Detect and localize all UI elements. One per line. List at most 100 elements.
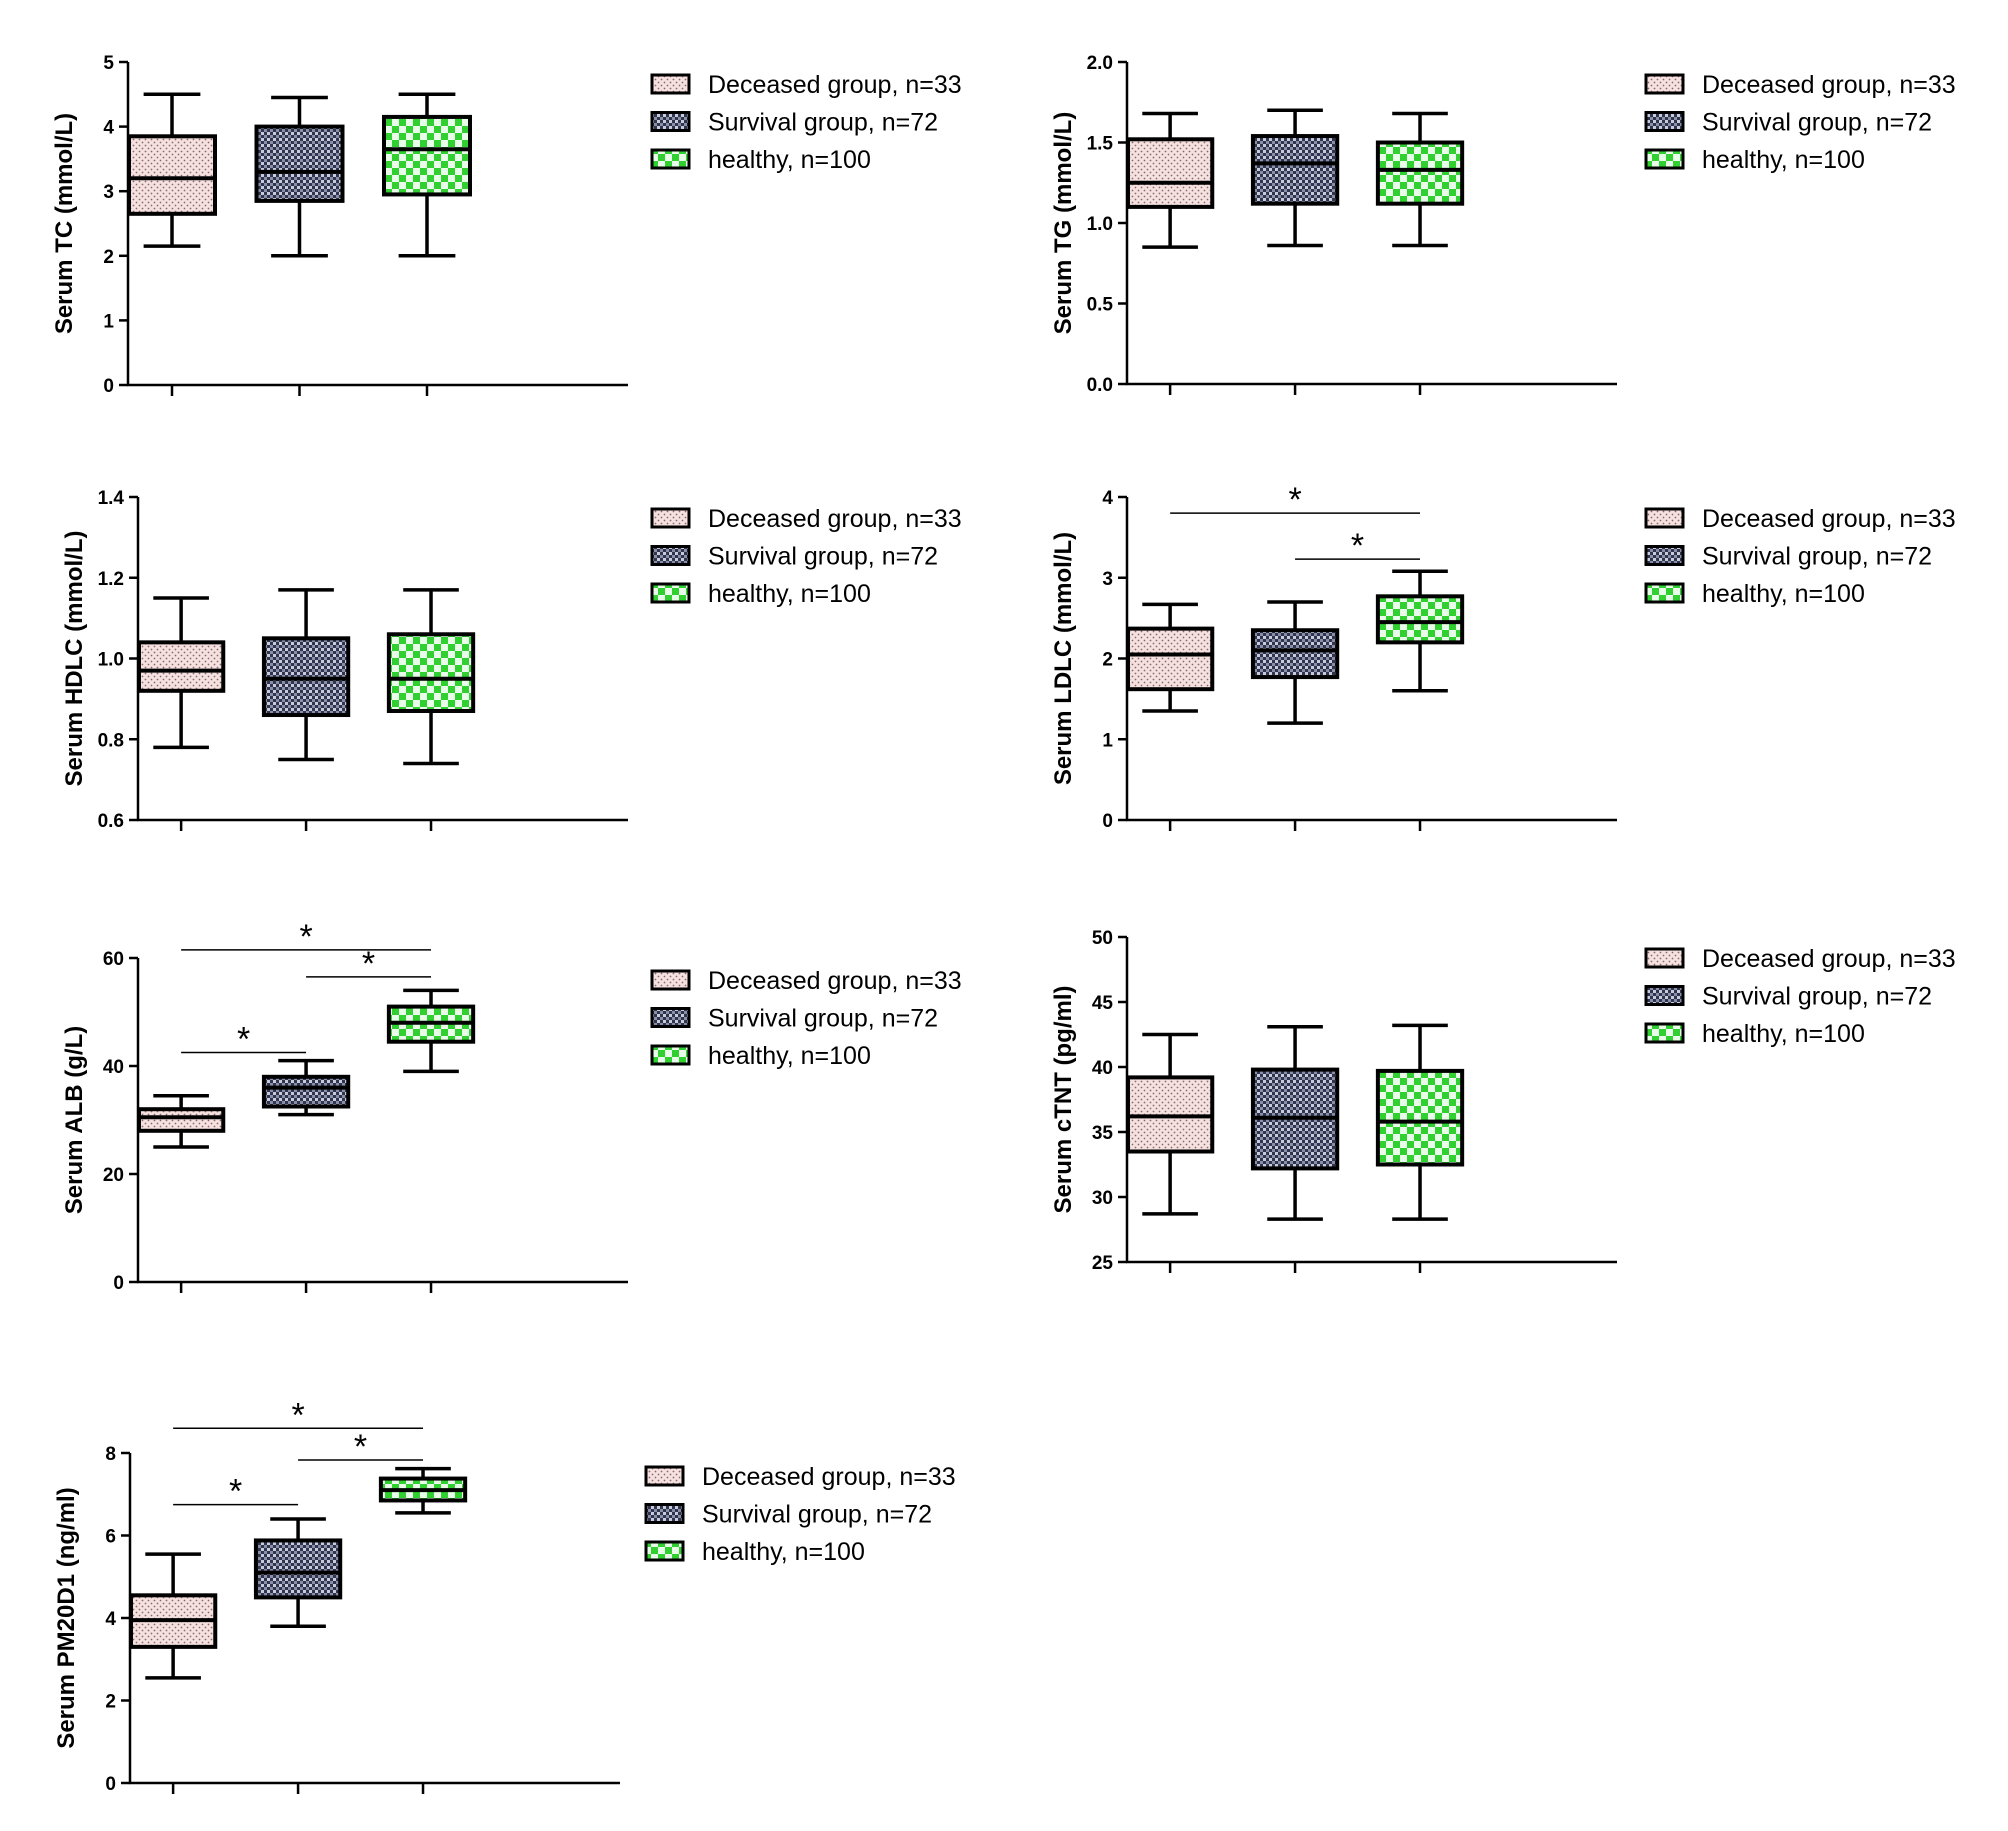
box-iqr bbox=[1125, 626, 1215, 692]
box-group-1 bbox=[136, 596, 226, 750]
y-axis-title: Serum ALB (g/L) bbox=[61, 1026, 88, 1214]
legend-swatch bbox=[1644, 111, 1685, 132]
legend-label: Deceased group, n=33 bbox=[708, 71, 962, 99]
legend-label: healthy, n=100 bbox=[708, 580, 871, 608]
significance-asterisk: * bbox=[362, 945, 375, 983]
legend-label: healthy, n=100 bbox=[1702, 1020, 1865, 1048]
legend-swatch bbox=[1644, 73, 1685, 95]
box-group-3 bbox=[1375, 1023, 1465, 1221]
legend: Deceased group, n=33 Survival group, n=72… bbox=[1644, 71, 1956, 174]
box-group-1 bbox=[127, 92, 217, 248]
legend-label: healthy, n=100 bbox=[1702, 580, 1865, 608]
legend-label: Deceased group, n=33 bbox=[1702, 505, 1956, 533]
legend-label: healthy, n=100 bbox=[1702, 146, 1865, 174]
box-group-1 bbox=[1125, 1032, 1215, 1216]
legend-label: Survival group, n=72 bbox=[1702, 983, 1932, 1011]
chart-panel-hdlc: 0.6 0.8 1.0 1.2 1.4 Serum HDLC (mmol/L) Deceas… bbox=[61, 488, 962, 832]
y-tick-label: 60 bbox=[103, 949, 124, 970]
legend-label: Deceased group, n=33 bbox=[708, 505, 962, 533]
y-tick-label: 4 bbox=[1102, 488, 1113, 509]
box-iqr bbox=[127, 134, 217, 216]
legend-swatch bbox=[1644, 148, 1685, 170]
legend: Deceased group, n=33 Survival group, n=72… bbox=[650, 71, 962, 174]
y-tick-label: 4 bbox=[105, 1609, 116, 1630]
chart-panel-ctnt: 25 30 35 40 45 50 Serum cTNT (pg/ml) Deceased g… bbox=[1050, 928, 1956, 1274]
y-tick-label: 0 bbox=[1102, 811, 1113, 832]
box-iqr bbox=[261, 1074, 351, 1109]
chart-panel-alb: 0 20 40 60 Serum ALB (g/L) * * * Deceased group,… bbox=[61, 918, 962, 1294]
y-tick-label: 0.8 bbox=[98, 730, 124, 751]
box-group-3 bbox=[1375, 569, 1465, 693]
legend-swatch bbox=[1644, 545, 1685, 566]
box-iqr bbox=[1375, 594, 1465, 645]
legend-label: Survival group, n=72 bbox=[1702, 109, 1932, 137]
y-tick-label: 20 bbox=[103, 1165, 124, 1186]
chart-panel-ldlc: 0 1 2 3 4 Serum LDLC (mmol/L) * * Deceased group… bbox=[1050, 481, 1956, 832]
significance-asterisk: * bbox=[354, 1428, 367, 1466]
box-group-3 bbox=[386, 988, 476, 1074]
y-tick-label: 2 bbox=[105, 1692, 116, 1713]
y-tick-label: 1 bbox=[1102, 730, 1113, 751]
legend-label: healthy, n=100 bbox=[708, 146, 871, 174]
significance-asterisk: * bbox=[229, 1473, 242, 1511]
significance-asterisk: * bbox=[291, 1396, 304, 1434]
legend-label: Survival group, n=72 bbox=[708, 543, 938, 571]
y-tick-label: 2 bbox=[1102, 650, 1113, 671]
legend-swatch bbox=[644, 1503, 685, 1524]
legend-swatch bbox=[644, 1540, 685, 1562]
legend-swatch bbox=[650, 582, 691, 604]
legend-swatch bbox=[650, 73, 691, 95]
y-axis-title: Serum TG (mmol/L) bbox=[1050, 112, 1077, 335]
box-group-1 bbox=[136, 1093, 226, 1149]
legend-swatch bbox=[650, 507, 691, 529]
y-tick-label: 40 bbox=[1092, 1058, 1113, 1079]
y-tick-label: 2 bbox=[103, 247, 114, 268]
y-tick-label: 30 bbox=[1092, 1188, 1113, 1209]
y-tick-label: 1.4 bbox=[98, 488, 125, 509]
box-iqr bbox=[1250, 134, 1340, 206]
y-tick-label: 5 bbox=[103, 53, 114, 74]
legend-label: Deceased group, n=33 bbox=[1702, 71, 1956, 99]
y-tick-label: 1.2 bbox=[98, 569, 124, 590]
y-tick-label: 0 bbox=[105, 1774, 116, 1795]
box-iqr bbox=[1250, 628, 1340, 680]
box-group-2 bbox=[1250, 108, 1340, 248]
y-axis-title: Serum HDLC (mmol/L) bbox=[61, 530, 88, 786]
y-tick-label: 50 bbox=[1092, 928, 1113, 949]
chart-panel-tc: 0 1 2 3 4 5 Serum TC (mmol/L) Deceased group, n… bbox=[51, 53, 962, 397]
box-group-2 bbox=[1250, 600, 1340, 725]
y-tick-label: 1 bbox=[103, 311, 114, 332]
box-group-3 bbox=[386, 588, 476, 766]
legend-swatch bbox=[650, 111, 691, 132]
legend: Deceased group, n=33 Survival group, n=72… bbox=[650, 967, 962, 1070]
y-tick-label: 3 bbox=[1102, 569, 1113, 590]
legend-label: Deceased group, n=33 bbox=[1702, 945, 1956, 973]
significance-asterisk: * bbox=[299, 918, 312, 956]
y-axis-title: Serum TC (mmol/L) bbox=[51, 113, 78, 334]
legend: Deceased group, n=33 Survival group, n=72… bbox=[650, 505, 962, 608]
y-tick-label: 0.5 bbox=[1087, 295, 1114, 316]
y-tick-label: 25 bbox=[1092, 1253, 1114, 1274]
y-tick-label: 4 bbox=[103, 118, 114, 139]
significance-asterisk: * bbox=[237, 1021, 250, 1059]
box-group-3 bbox=[378, 1466, 468, 1515]
box-iqr bbox=[136, 1107, 226, 1133]
legend-label: Deceased group, n=33 bbox=[708, 967, 962, 995]
y-axis-title: Serum cTNT (pg/ml) bbox=[1050, 985, 1077, 1213]
box-group-1 bbox=[1125, 111, 1215, 249]
box-iqr bbox=[386, 632, 476, 713]
legend-swatch bbox=[1644, 985, 1685, 1006]
y-tick-label: 0.0 bbox=[1087, 375, 1113, 396]
chart-panel-tg: 0.0 0.5 1.0 1.5 2.0 Serum TG (mmol/L) Deceased… bbox=[1050, 53, 1956, 396]
y-tick-label: 35 bbox=[1092, 1123, 1114, 1144]
box-group-1 bbox=[1125, 602, 1215, 713]
legend-label: Survival group, n=72 bbox=[1702, 543, 1932, 571]
y-tick-label: 6 bbox=[105, 1527, 116, 1548]
legend-label: Survival group, n=72 bbox=[708, 1005, 938, 1033]
box-iqr bbox=[382, 114, 472, 197]
legend-swatch bbox=[1644, 947, 1685, 969]
box-group-2 bbox=[261, 1058, 351, 1117]
y-tick-label: 1.0 bbox=[1087, 214, 1113, 235]
significance-asterisk: * bbox=[1288, 481, 1301, 519]
